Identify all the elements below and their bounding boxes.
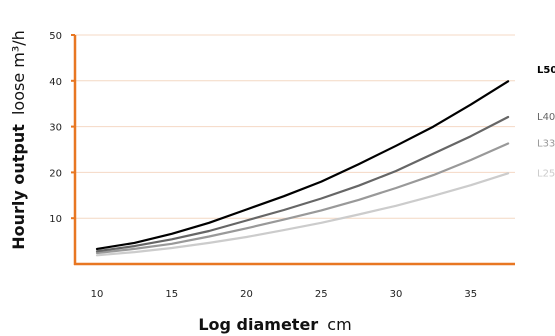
- x-axis-title-main: Log diameter: [198, 315, 318, 334]
- x-tick-label-35: 35: [464, 289, 477, 300]
- series-line-l50: [95, 80, 510, 250]
- series-labels: L50 L40 L33 L25: [537, 65, 555, 179]
- x-tick-label-20: 20: [240, 289, 253, 300]
- y-tick-label-40: 40: [49, 77, 62, 88]
- tick-labels: 10 20 30 40 50 10 15 20 25 30 35: [49, 31, 477, 300]
- y-axis-title-main: Hourly output: [9, 124, 28, 250]
- x-tick-label-25: 25: [315, 289, 328, 300]
- y-tick-label-10: 10: [49, 214, 62, 225]
- x-tick-label-15: 15: [165, 289, 178, 300]
- y-tick-label-20: 20: [49, 168, 62, 179]
- series-label-l40: L40: [537, 112, 555, 123]
- x-tick-label-30: 30: [390, 289, 403, 300]
- x-axis-title: Log diameter cm: [198, 315, 351, 334]
- series-label-l25: L25: [537, 168, 555, 179]
- y-axis-title: Hourly output loose m³/h: [9, 30, 28, 250]
- series-label-l33: L33: [537, 139, 555, 150]
- series-line-l40: [95, 115, 510, 253]
- axes: [71, 34, 515, 266]
- series-line-l25: [95, 172, 510, 257]
- y-tick-label-50: 50: [49, 31, 62, 42]
- y-tick-label-30: 30: [49, 123, 62, 134]
- x-tick-label-10: 10: [91, 289, 104, 300]
- series-label-l50: L50: [537, 65, 555, 76]
- series-lines: [95, 80, 510, 257]
- y-axis-unit: loose m³/h: [9, 30, 28, 115]
- series-line-l33: [95, 142, 510, 255]
- x-axis-unit: cm: [327, 315, 351, 334]
